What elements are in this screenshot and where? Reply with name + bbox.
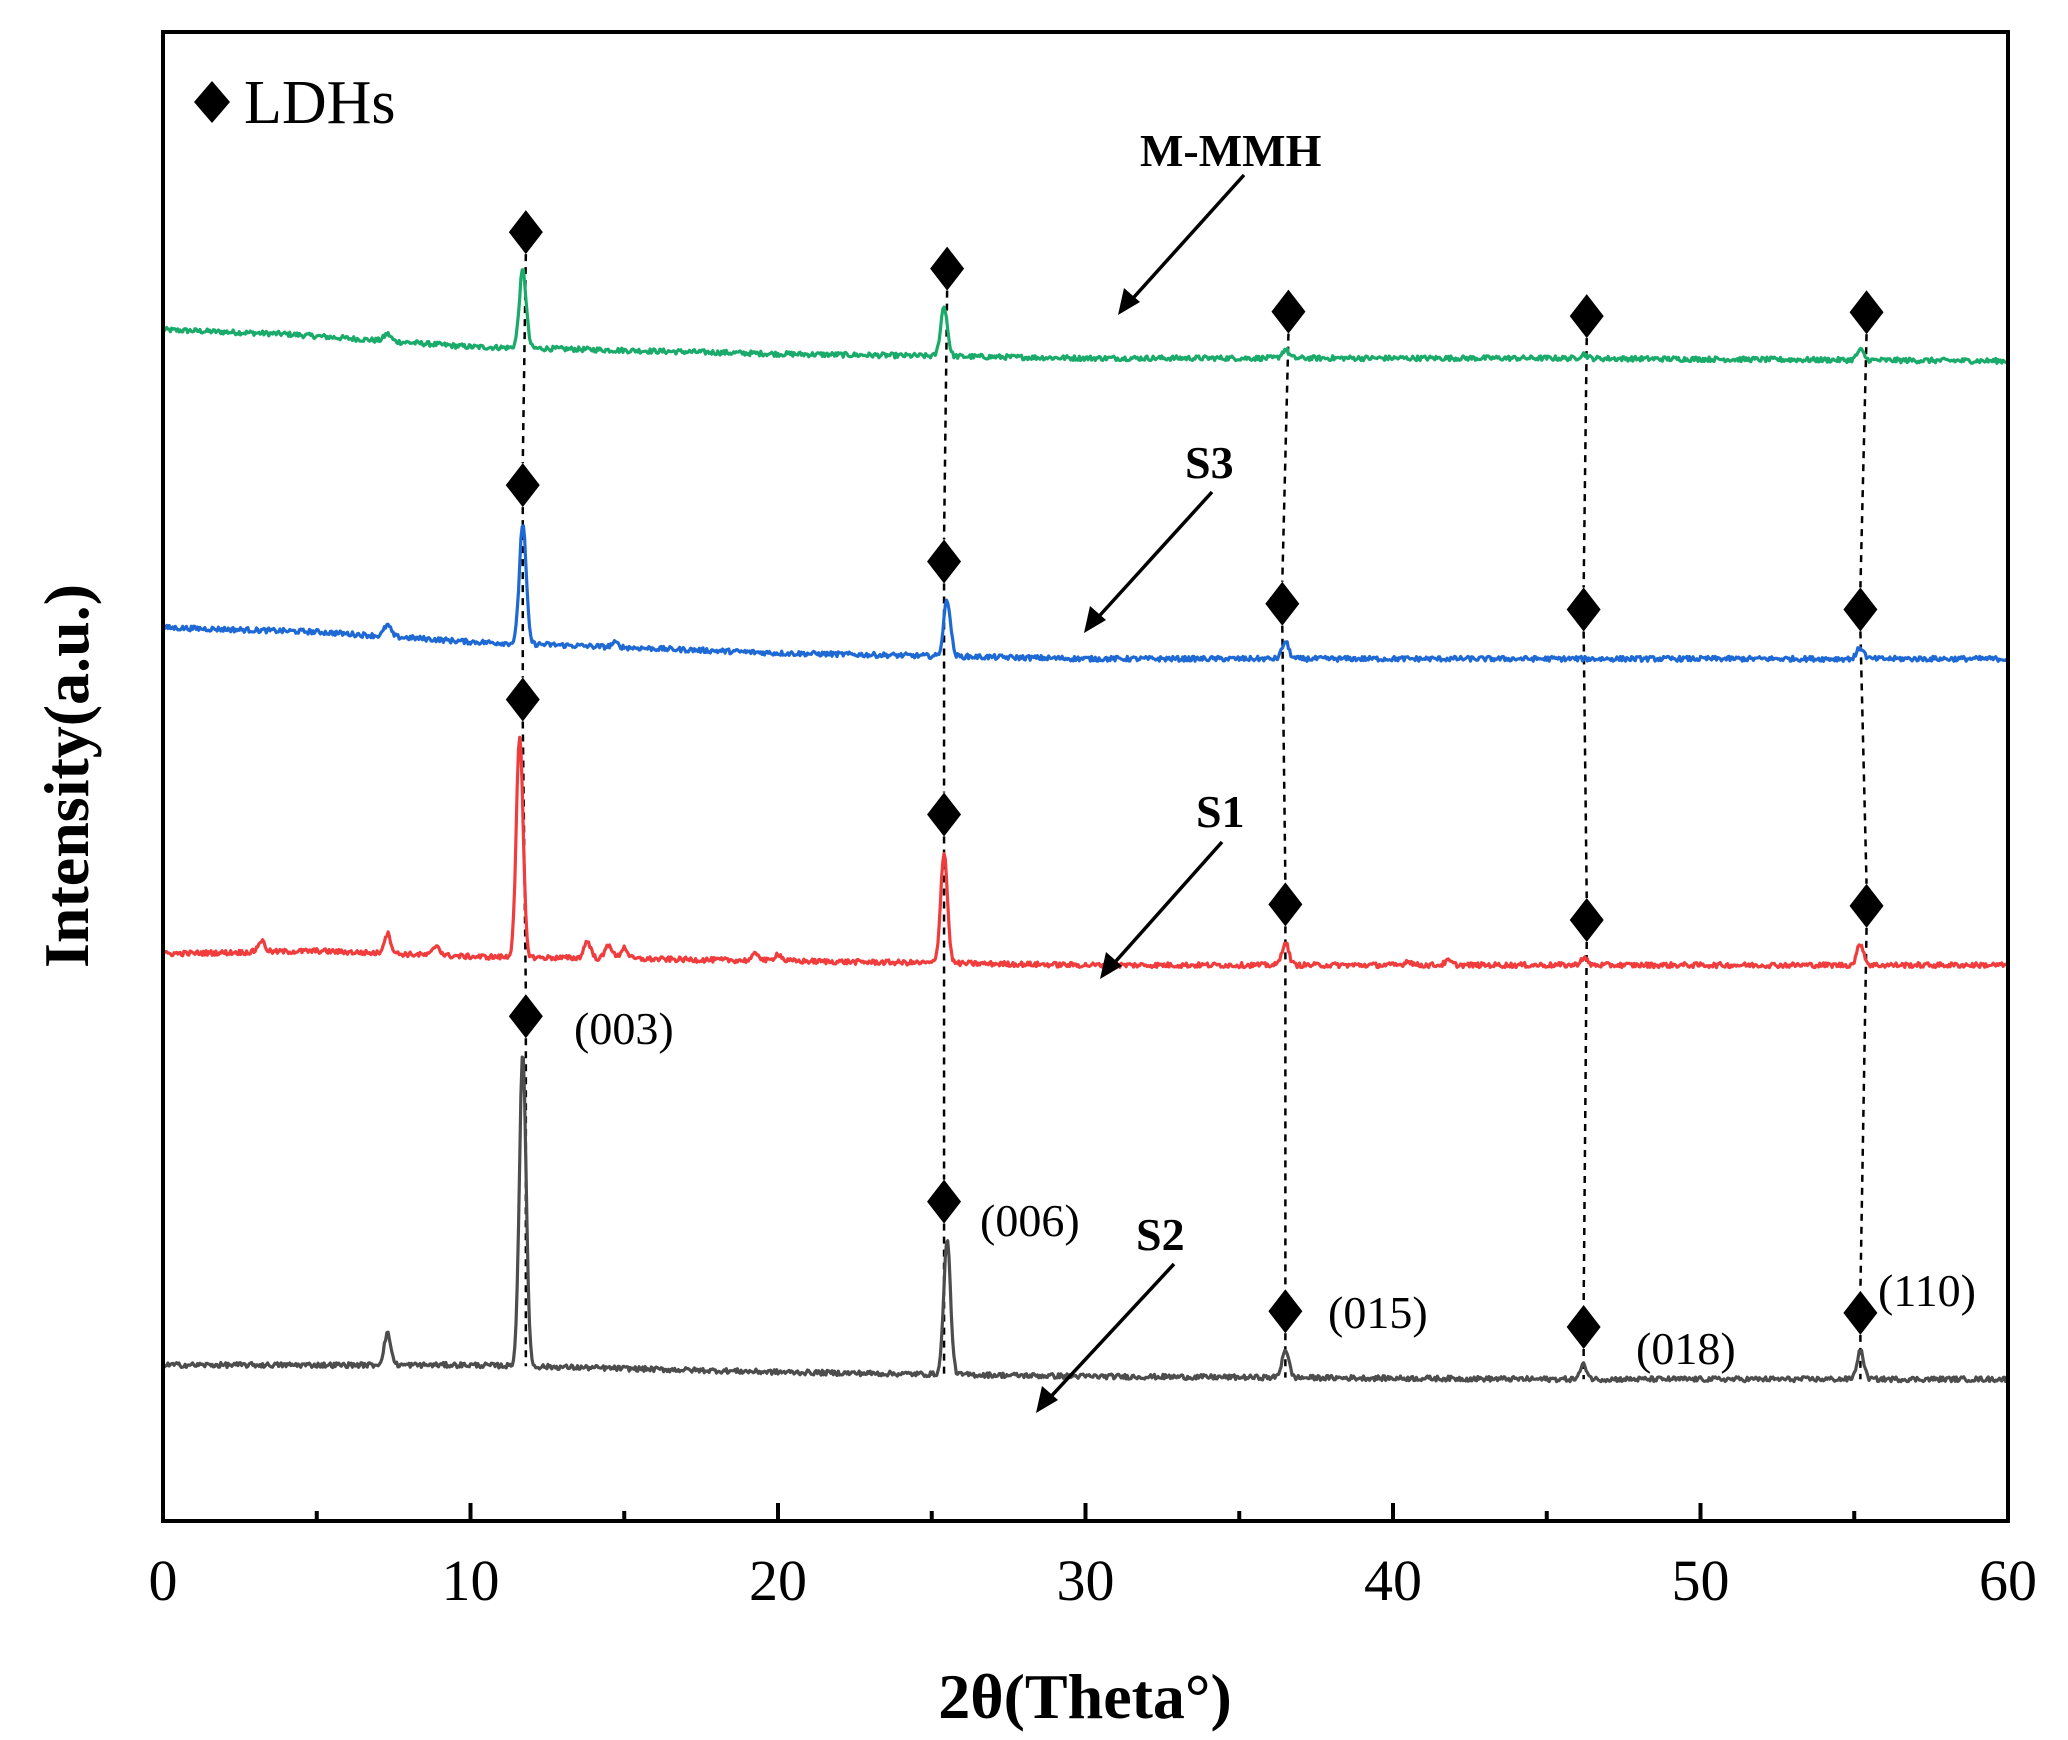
peak-dashed-line [1582,631,1588,899]
ldh-diamond-icon [1268,882,1303,927]
ldh-diamond-icon [927,792,962,837]
ldh-diamond-icon [1849,883,1884,928]
plane-label-015: (015) [1328,1287,1428,1338]
ldh-diamond-icon [927,539,962,584]
peak-dashed-line [1859,334,1868,588]
ldh-diamond-icon [1843,1290,1878,1335]
plane-label-018: (018) [1636,1323,1736,1374]
x-tick-label: 40 [1364,1548,1422,1613]
ldh-diamond-markers [505,210,1884,1350]
arrow-m-mmh [1124,173,1246,308]
plane-label-003: (003) [574,1003,674,1054]
ldh-diamond-icon [1268,1289,1303,1334]
peak-dashed-line [1859,927,1868,1291]
peak-dashed-line [1281,625,1287,883]
peak-reference-lines [521,254,1868,1380]
ldh-diamond-icon [1265,581,1300,626]
ldh-diamond-icon [508,210,543,255]
arrow-head-s1 [1100,952,1122,979]
x-axis-title: 2θ(Theta°) [938,1661,1232,1732]
x-tick-label: 50 [1672,1548,1730,1613]
x-tick-label: 10 [442,1548,500,1613]
peak-dashed-line [1859,631,1868,884]
ldh-diamond-icon [508,994,543,1039]
x-tick-label: 0 [149,1548,178,1613]
ldh-diamond-icon [927,1179,962,1224]
arrow-s3 [1090,490,1214,626]
legend: LDHs [194,69,396,137]
peak-dashed-line [1281,333,1290,582]
ldh-diamond-icon [1569,294,1604,339]
ldh-diamond-icon [505,677,540,722]
plot-frame [161,30,2010,1523]
x-tick-label: 30 [1057,1548,1115,1613]
legend-diamond-icon [194,81,230,123]
series-line-s3 [161,524,2010,663]
arrow-head-s3 [1084,606,1106,633]
series-label-s2: S2 [1136,1209,1185,1260]
plane-label-110: (110) [1878,1265,1976,1316]
legend-label: LDHs [244,69,396,137]
ldh-diamond-icon [930,246,965,291]
x-tick-label: 60 [1979,1548,2037,1613]
series-line-m-mmh [161,268,2009,365]
series-label-s1: S1 [1196,786,1245,837]
series-label-s3: S3 [1185,437,1234,488]
plane-label-006: (006) [980,1195,1080,1246]
diffraction-series [161,268,2010,1384]
ldh-diamond-icon [1849,290,1884,335]
series-line-s1 [161,735,2010,970]
arrow-s1 [1106,840,1224,972]
peak-dashed-line [521,254,528,464]
peak-dashed-line [1582,338,1588,588]
ldh-diamond-icon [1569,898,1604,943]
arrow-head-m-mmh [1118,288,1140,315]
series-arrows [1036,173,1246,1413]
ldh-diamond-icon [505,463,540,508]
ldh-diamond-icon [1566,587,1601,632]
ldh-diamond-icon [1566,1305,1601,1350]
y-axis-title: Intensity(a.u.) [31,584,102,968]
peak-dashed-line [1582,942,1588,1306]
series-line-s2 [161,1055,2010,1384]
arrow-s2 [1042,1262,1176,1406]
series-label-m-mmh: M-MMH [1140,125,1322,176]
arrow-head-s2 [1036,1386,1058,1413]
x-tick-label: 20 [749,1548,807,1613]
ldh-diamond-icon [1271,289,1306,334]
ldh-diamond-icon [1843,587,1878,632]
x-axis-ticks: 0 10 20 30 40 50 60 [149,1503,2037,1613]
